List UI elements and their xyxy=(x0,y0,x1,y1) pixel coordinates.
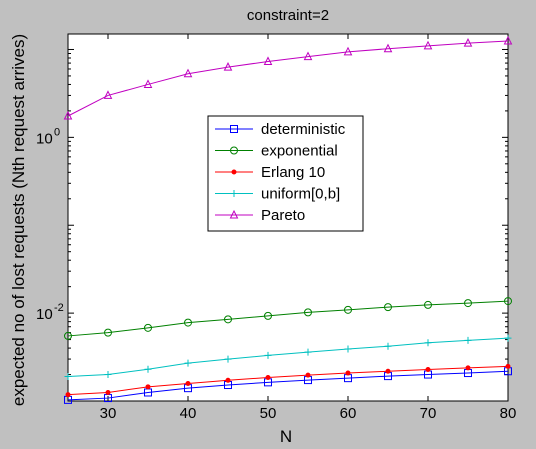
data-point-circle xyxy=(230,146,238,155)
series-line xyxy=(67,370,509,401)
data-point-triangle xyxy=(343,46,353,56)
data-point-plus xyxy=(104,371,112,379)
legend-label: Pareto xyxy=(261,207,305,224)
x-tick-label: 30 xyxy=(100,405,117,422)
series-line xyxy=(67,365,509,396)
series-layer xyxy=(63,35,513,404)
data-point-plus xyxy=(424,339,432,347)
legend-item: exponential xyxy=(215,143,338,160)
data-point-plus xyxy=(344,345,352,353)
data-point-circle xyxy=(344,305,352,314)
data-point-dot xyxy=(185,381,191,387)
series-line xyxy=(67,40,509,117)
legend-label: exponential xyxy=(261,143,338,160)
data-point-plus xyxy=(144,365,152,373)
data-point-plus xyxy=(264,351,272,359)
data-point-plus xyxy=(464,336,472,344)
x-tick-labels: 30 40 50 60 70 80 xyxy=(100,405,517,422)
data-point-triangle xyxy=(423,40,433,50)
data-point-circle xyxy=(184,318,192,327)
legend-item: deterministic xyxy=(215,121,346,138)
y-tick-base: 10 xyxy=(36,130,53,147)
y-tick-exponent: -2 xyxy=(54,302,64,314)
legend-label: uniform[0,b] xyxy=(261,186,340,203)
data-point-circle xyxy=(504,297,512,306)
data-point-triangle xyxy=(223,61,233,71)
data-point-plus xyxy=(184,359,192,367)
series-uniform-0-b- xyxy=(64,334,512,381)
data-point-circle xyxy=(224,315,232,324)
data-point-triangle xyxy=(383,43,393,53)
data-point-dot xyxy=(225,377,231,383)
data-point-plus xyxy=(304,348,312,356)
data-point-plus xyxy=(64,373,72,381)
x-tick-label: 50 xyxy=(260,405,277,422)
data-point-triangle xyxy=(103,90,113,99)
data-point-triangle xyxy=(503,35,513,45)
legend-item: Pareto xyxy=(215,207,305,224)
series-line xyxy=(67,300,509,337)
legend-label: Erlang 10 xyxy=(261,164,325,181)
data-point-dot xyxy=(505,363,511,369)
y-tick-label: 10 -2 xyxy=(36,302,64,323)
data-point-plus xyxy=(224,355,232,363)
data-point-square xyxy=(230,125,238,133)
data-point-triangle xyxy=(463,38,473,47)
data-point-dot xyxy=(305,372,311,378)
data-point-triangle xyxy=(143,79,153,88)
chart-title: constraint=2 xyxy=(247,7,329,24)
data-point-dot xyxy=(425,367,431,373)
x-axis-label: N xyxy=(280,427,292,446)
data-point-circle xyxy=(144,323,152,332)
series-line xyxy=(67,337,509,378)
data-point-circle xyxy=(104,328,112,337)
legend-label: deterministic xyxy=(261,121,346,138)
data-point-dot xyxy=(65,392,71,398)
y-tick-base: 10 xyxy=(36,306,53,323)
legend: deterministic exponential Erlang 10 uniform… xyxy=(207,115,364,232)
y-tick-label: 10 0 xyxy=(36,126,60,147)
data-point-circle xyxy=(384,303,392,312)
data-point-circle xyxy=(264,311,272,320)
axis-ticks xyxy=(68,34,509,402)
data-point-dot xyxy=(265,375,271,381)
legend-item: uniform[0,b] xyxy=(215,186,340,203)
series-exponential xyxy=(64,297,512,340)
y-tick-exponent: 0 xyxy=(54,126,60,138)
data-point-circle xyxy=(64,331,72,340)
data-point-triangle xyxy=(263,56,273,65)
data-point-plus xyxy=(384,342,392,350)
data-point-circle xyxy=(424,300,432,309)
data-point-plus xyxy=(504,334,512,342)
y-axis-label: expected no of lost requests (Nth reques… xyxy=(9,34,28,406)
data-point-triangle xyxy=(229,209,239,219)
data-point-dot xyxy=(385,368,391,374)
data-point-triangle xyxy=(63,110,73,120)
data-point-plus xyxy=(230,190,238,197)
x-tick-label: 80 xyxy=(500,405,517,422)
series-erlang-10 xyxy=(65,363,511,398)
legend-item: Erlang 10 xyxy=(215,164,325,181)
data-point-dot xyxy=(145,384,151,390)
data-point-circle xyxy=(464,299,472,308)
data-point-triangle xyxy=(303,51,313,61)
data-point-triangle xyxy=(183,68,193,78)
x-tick-label: 40 xyxy=(180,405,197,422)
x-tick-label: 70 xyxy=(420,405,437,422)
series-pareto xyxy=(63,35,513,120)
data-point-dot xyxy=(345,370,351,376)
data-point-dot xyxy=(105,389,111,395)
x-tick-label: 60 xyxy=(340,405,357,422)
data-point-circle xyxy=(304,308,312,317)
data-point-dot xyxy=(465,365,471,371)
data-point-dot xyxy=(231,169,237,175)
